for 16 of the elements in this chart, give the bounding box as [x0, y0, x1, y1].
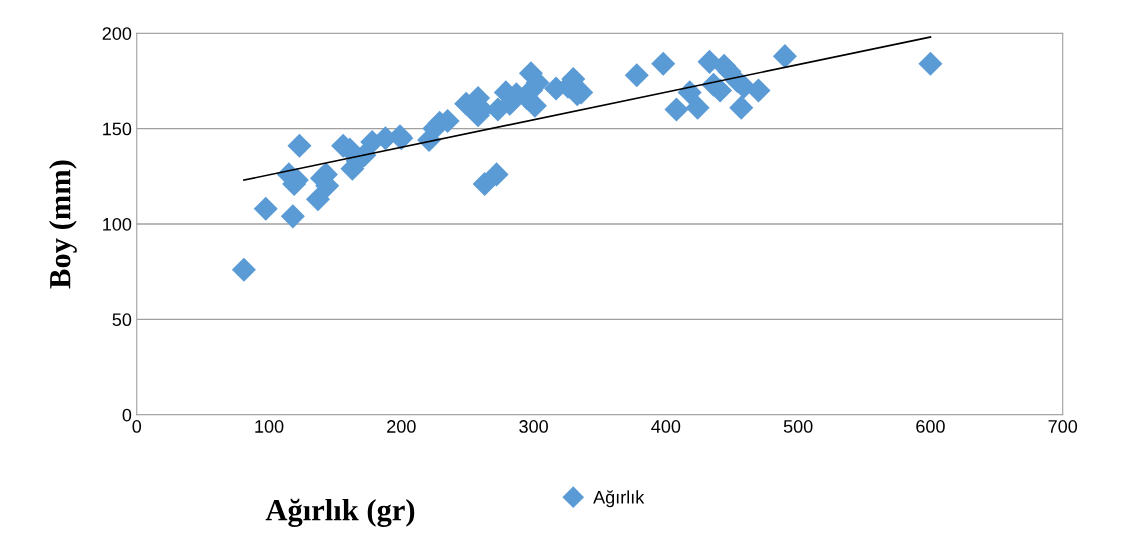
x-tick-label: 700: [1048, 420, 1078, 433]
y-tick-label: 50: [112, 313, 132, 327]
x-tick-label: 600: [916, 420, 945, 433]
y-tick-label: 200: [102, 27, 132, 40]
x-tick-label: 200: [387, 420, 416, 433]
y-tick-label: 0: [122, 408, 132, 422]
legend-label: Ağırlık: [593, 490, 645, 508]
y-axis-title: Boy (mm): [48, 160, 77, 289]
x-tick-label: 100: [255, 420, 284, 433]
y-tick-label: 150: [103, 122, 132, 136]
x-tick-label: 500: [783, 420, 813, 433]
x-tick-label: 400: [651, 420, 681, 433]
x-tick-label: 300: [519, 420, 548, 433]
x-tick-label: 0: [132, 420, 142, 433]
x-axis-title: Ağırlık (gr): [265, 498, 415, 527]
y-tick-label: 100: [103, 217, 132, 231]
